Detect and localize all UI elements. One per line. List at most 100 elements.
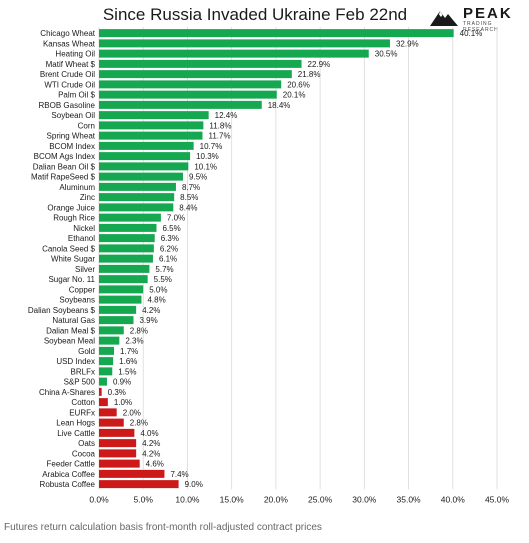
- bar: [99, 367, 113, 376]
- bar: [99, 480, 179, 489]
- category-label: Palm Oil $: [58, 91, 95, 100]
- value-label: 18.4%: [268, 101, 291, 110]
- value-label: 22.9%: [308, 60, 331, 69]
- bar: [99, 357, 114, 366]
- bar: [99, 234, 155, 243]
- value-label: 10.7%: [200, 142, 223, 151]
- category-label: Dalian Bean Oil $: [33, 162, 96, 171]
- category-label: Brent Crude Oil: [40, 70, 95, 79]
- value-label: 10.3%: [196, 152, 219, 161]
- value-label: 0.3%: [108, 388, 126, 397]
- value-label: 12.4%: [215, 111, 238, 120]
- peak-logo: PEAK TRADING RESEARCH: [428, 5, 524, 33]
- x-tick-label: 45.0%: [485, 494, 510, 504]
- category-label: Chicago Wheat: [40, 29, 95, 38]
- value-label: 4.0%: [140, 429, 158, 438]
- value-label: 0.9%: [113, 378, 131, 387]
- bar: [99, 213, 161, 222]
- bar: [99, 223, 157, 232]
- category-label: Corn: [78, 121, 95, 130]
- value-label: 1.0%: [114, 398, 132, 407]
- bar: [99, 182, 176, 191]
- category-label: Cotton: [71, 398, 95, 407]
- footnote: Futures return calculation basis front-m…: [4, 522, 322, 533]
- category-label: Copper: [69, 285, 96, 294]
- bar: [99, 469, 165, 478]
- category-label: Robusta Coffee: [40, 480, 96, 489]
- category-label: S&P 500: [64, 378, 96, 387]
- bar: [99, 90, 277, 99]
- category-label: Aluminum: [59, 183, 95, 192]
- value-label: 9.0%: [185, 480, 203, 489]
- bar: [99, 141, 194, 150]
- category-label: RBOB Gasoline: [39, 101, 96, 110]
- value-label: 7.0%: [167, 214, 185, 223]
- category-label: Rough Rice: [53, 214, 95, 223]
- value-label: 4.2%: [142, 449, 160, 458]
- category-label: Live Cattle: [57, 429, 95, 438]
- value-label: 21.8%: [298, 70, 321, 79]
- value-label: 8.5%: [180, 193, 198, 202]
- bar: [99, 346, 115, 355]
- chart-title: Since Russia Invaded Ukraine Feb 22nd: [102, 5, 408, 24]
- bar: [99, 459, 140, 468]
- category-label: Spring Wheat: [47, 132, 96, 141]
- category-label: Sugar No. 11: [48, 275, 95, 284]
- category-label: BRLFx: [71, 367, 95, 376]
- bar: [99, 305, 137, 314]
- bar: [99, 398, 108, 407]
- category-label: Silver: [75, 265, 95, 274]
- bar: [99, 439, 137, 448]
- category-label: Soybeans: [59, 296, 95, 305]
- value-label: 5.7%: [155, 265, 173, 274]
- x-tick-label: 5.0%: [134, 494, 154, 504]
- bar: [99, 295, 142, 304]
- value-label: 4.8%: [147, 296, 165, 305]
- category-label: Soybean Oil: [51, 111, 95, 120]
- logo-tagline: TRADING RESEARCH: [463, 21, 499, 33]
- category-label: Arabica Coffee: [42, 470, 95, 479]
- value-label: 40.1%: [460, 29, 483, 38]
- category-label: China A-Shares: [39, 388, 95, 397]
- bar: [99, 285, 144, 294]
- category-label: Dalian Soybeans $: [28, 306, 96, 315]
- bar: [99, 254, 153, 263]
- bar: [99, 111, 209, 120]
- bar: [99, 100, 262, 109]
- bar: [99, 80, 282, 89]
- category-label: Zinc: [80, 193, 95, 202]
- x-tick-label: 35.0%: [397, 494, 422, 504]
- value-label: 6.1%: [159, 255, 177, 264]
- bar: [99, 316, 134, 325]
- mountain-logo-icon: [430, 11, 458, 26]
- category-label: Heating Oil: [55, 50, 95, 59]
- x-tick-label: 10.0%: [175, 494, 200, 504]
- value-label: 20.1%: [283, 91, 306, 100]
- value-label: 1.6%: [119, 357, 137, 366]
- category-label: Orange Juice: [47, 203, 95, 212]
- value-label: 1.5%: [118, 367, 136, 376]
- value-label: 5.5%: [154, 275, 172, 284]
- value-label: 2.3%: [125, 337, 143, 346]
- value-labels: 40.1% 32.9% 30.5% 22.9%21.8%20.6% 20.1%18.4%…: [108, 29, 483, 489]
- category-label: Natural Gas: [52, 316, 95, 325]
- bar: [99, 203, 174, 212]
- value-label: 1.7%: [120, 347, 138, 356]
- bar: [99, 326, 124, 335]
- bar: [99, 275, 148, 284]
- value-label: 20.6%: [287, 80, 310, 89]
- bar: [99, 70, 292, 79]
- category-label: Nickel: [73, 224, 95, 233]
- value-label: 7.4%: [170, 470, 188, 479]
- bar: [99, 449, 137, 458]
- x-tick-label: 20.0%: [264, 494, 289, 504]
- category-label: Cocoa: [72, 449, 96, 458]
- category-label: Gold: [78, 347, 95, 356]
- bar: [99, 377, 107, 386]
- category-label: Kansas Wheat: [43, 39, 96, 48]
- category-label: Feeder Cattle: [47, 460, 96, 469]
- bar: [99, 387, 102, 396]
- category-label: EURFx: [69, 408, 95, 417]
- bar: [99, 336, 120, 345]
- x-tick-label: 30.0%: [352, 494, 377, 504]
